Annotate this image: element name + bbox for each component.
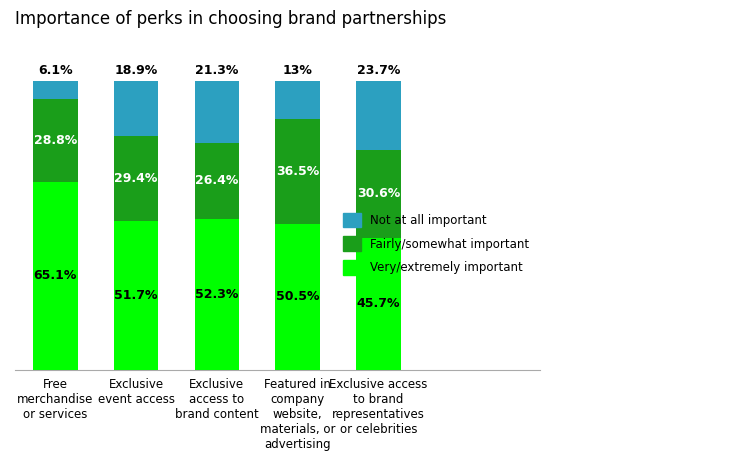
Bar bbox=[356, 238, 401, 370]
Text: 29.4%: 29.4% bbox=[115, 172, 158, 185]
Bar bbox=[33, 182, 77, 370]
Bar bbox=[275, 224, 320, 370]
Text: 52.3%: 52.3% bbox=[195, 288, 238, 301]
Text: 26.4%: 26.4% bbox=[195, 174, 238, 187]
Bar bbox=[114, 81, 158, 136]
Bar bbox=[195, 219, 239, 370]
Bar bbox=[114, 220, 158, 370]
Text: 45.7%: 45.7% bbox=[357, 297, 401, 310]
Bar bbox=[114, 136, 158, 220]
Bar bbox=[275, 81, 320, 118]
Text: 65.1%: 65.1% bbox=[34, 269, 77, 283]
Bar bbox=[356, 150, 401, 238]
Bar bbox=[356, 81, 401, 150]
Text: 51.7%: 51.7% bbox=[115, 289, 158, 301]
Bar bbox=[33, 81, 77, 99]
Text: 28.8%: 28.8% bbox=[34, 134, 77, 147]
Text: 13%: 13% bbox=[283, 64, 313, 77]
Bar bbox=[275, 118, 320, 224]
Bar bbox=[33, 99, 77, 182]
Text: 6.1%: 6.1% bbox=[38, 64, 73, 77]
Bar bbox=[195, 143, 239, 219]
Text: 18.9%: 18.9% bbox=[115, 64, 158, 77]
Text: 23.7%: 23.7% bbox=[357, 64, 401, 77]
Text: 30.6%: 30.6% bbox=[357, 187, 400, 200]
Legend: Not at all important, Fairly/somewhat important, Very/extremely important: Not at all important, Fairly/somewhat im… bbox=[338, 208, 534, 279]
Text: 21.3%: 21.3% bbox=[195, 64, 238, 77]
Bar bbox=[195, 81, 239, 143]
Text: 36.5%: 36.5% bbox=[276, 165, 320, 178]
Text: 50.5%: 50.5% bbox=[276, 291, 320, 303]
Text: Importance of perks in choosing brand partnerships: Importance of perks in choosing brand pa… bbox=[15, 10, 446, 28]
